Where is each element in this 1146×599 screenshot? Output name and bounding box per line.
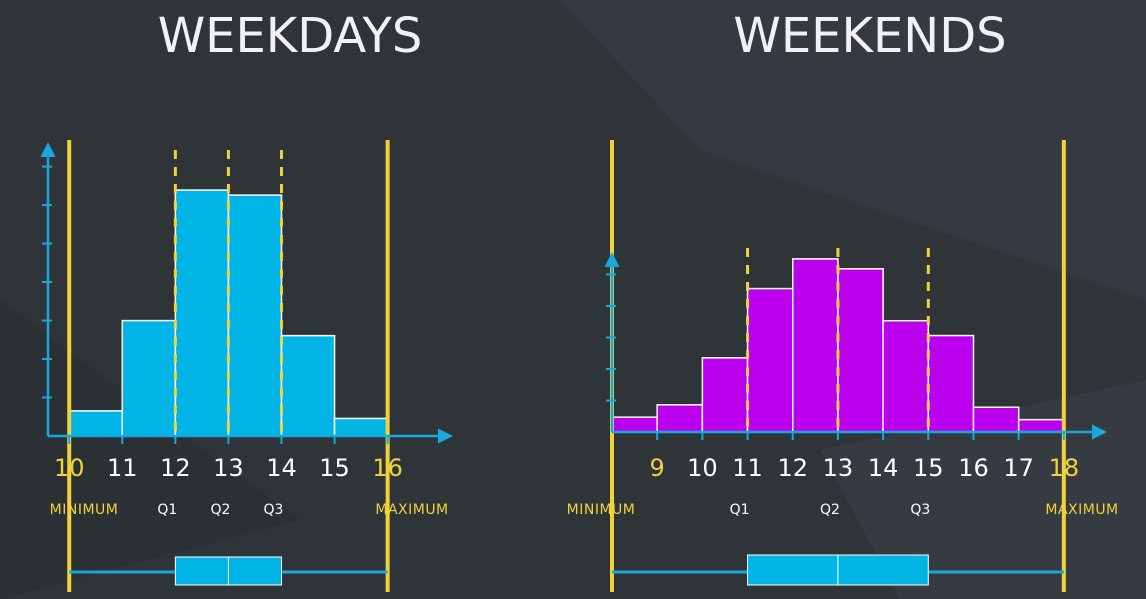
histogram-bar: [68, 410, 124, 437]
x-tick-label: 13: [823, 454, 854, 482]
histogram-bar: [174, 189, 230, 437]
histogram-bar: [121, 319, 177, 437]
weekends-panel: WEEKENDS 9 10 11 12 13 14 15 16 17 18 MINIMUM MAX…: [567, 8, 1118, 592]
q2-label: Q2: [820, 502, 840, 518]
x-tick-label: 11: [107, 454, 138, 482]
boxplot-upper-box: [837, 554, 929, 586]
histogram-bar: [333, 417, 389, 437]
histogram-bar: [280, 334, 336, 437]
histogram-bar: [701, 357, 749, 433]
x-tick-label: 12: [160, 454, 191, 482]
maximum-label: MAXIMUM: [375, 502, 448, 518]
maximum-label: MAXIMUM: [1045, 502, 1118, 518]
q2-label: Q2: [210, 502, 230, 518]
x-tick-label: 11: [732, 454, 763, 482]
minimum-label: MINIMUM: [567, 502, 636, 518]
x-tick-label: 10: [687, 454, 718, 482]
x-tick-label: 15: [319, 454, 350, 482]
background-facet: [560, 0, 1146, 300]
q1-label: Q1: [730, 502, 750, 518]
q3-label: Q3: [264, 502, 284, 518]
boxplot-upper-box: [227, 556, 282, 586]
boxplot-lower-box: [174, 556, 229, 586]
x-tick-label: 14: [868, 454, 899, 482]
histogram-bar: [837, 268, 884, 433]
histogram-bar: [882, 319, 930, 433]
histogram-bar: [1017, 418, 1065, 433]
x-tick-label: 13: [213, 454, 244, 482]
weekdays-panel: WEEKDAYS 10 11 12 13 14 15 16 MINIMUM MAXIMUM …: [40, 8, 453, 592]
x-tick-label: 12: [777, 454, 808, 482]
histogram-bar: [227, 194, 283, 437]
x-tick-label: 16: [958, 454, 989, 482]
histogram-bar: [611, 416, 658, 433]
x-tick-label: 9: [650, 454, 665, 482]
x-tick-label: 10: [54, 454, 85, 482]
histogram-bar: [656, 404, 704, 433]
chart-title: WEEKDAYS: [158, 8, 423, 64]
q1-label: Q1: [157, 502, 177, 518]
histogram-bar: [791, 258, 839, 433]
histogram-bar: [927, 334, 975, 433]
x-tick-label: 15: [913, 454, 944, 482]
boxplot-lower-box: [747, 554, 839, 586]
x-tick-label: 18: [1049, 454, 1080, 482]
q3-label: Q3: [910, 502, 930, 518]
chart-title: WEEKENDS: [733, 8, 1006, 64]
x-tick-label: 14: [266, 454, 297, 482]
histogram-bar: [746, 287, 794, 433]
histogram-bar: [972, 406, 1020, 433]
x-tick-label: 17: [1003, 454, 1034, 482]
x-tick-label: 16: [372, 454, 403, 482]
minimum-label: MINIMUM: [50, 502, 119, 518]
background-facet: [0, 300, 300, 599]
